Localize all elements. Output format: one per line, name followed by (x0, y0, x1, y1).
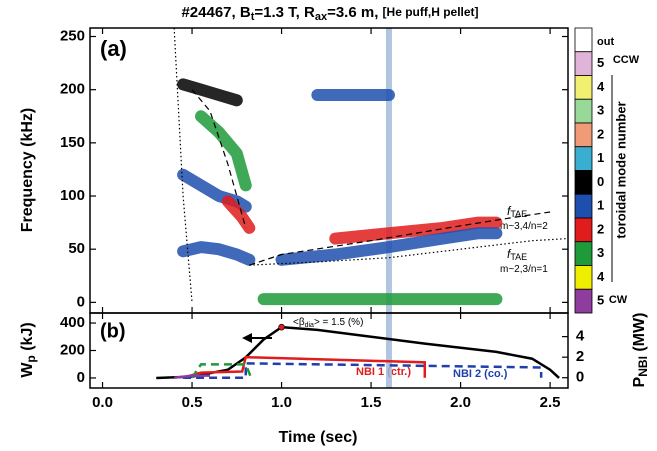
y-tick-label: 150 (60, 134, 85, 151)
frequency-curve (249, 211, 551, 266)
y-tick-label: 250 (60, 27, 85, 44)
colorbar-label: 1 (597, 150, 604, 165)
colorbar-cell (574, 98, 593, 124)
colorbar-cell (574, 288, 593, 314)
y2-axis-label: PNBI (MW) (631, 313, 650, 388)
mode-band (177, 241, 256, 266)
y-axis-label: Frequency (kHz) (19, 108, 36, 232)
trace (156, 325, 560, 380)
mode-band (177, 78, 243, 107)
mode-band (177, 168, 252, 213)
colorbar-cell (574, 122, 593, 148)
colorbar-cell (574, 241, 593, 266)
frequency-curve (191, 89, 247, 229)
trace (183, 362, 543, 379)
colorbar-label: out (597, 36, 614, 48)
y-tick-label: 200 (60, 81, 85, 98)
colorbar-label: 1 (597, 198, 604, 213)
x-tick-label: 1.5 (361, 394, 382, 411)
colorbar-label: 3 (597, 245, 604, 260)
mode-band (329, 216, 503, 245)
colorbar-cell (574, 193, 593, 219)
colorbar-cell (574, 75, 593, 100)
chart-title: #24467, Bt=1.3 T, Rax=3.6 m, [He puff,H … (181, 4, 478, 23)
colorbar-cell (574, 265, 593, 290)
annotation: fTAE m~2,3/n=1 (500, 247, 548, 274)
colorbar-label: 0 (597, 174, 604, 189)
annotation: <βdia> = 1.5 (%) (293, 317, 363, 329)
mode-band (221, 195, 256, 234)
y2-tick-label: 0 (576, 369, 584, 386)
colorbar-label: 5 (597, 55, 604, 70)
mode-band (194, 110, 252, 192)
beta-point (278, 323, 285, 331)
y-tick-label: 50 (68, 240, 85, 257)
colorbar-top-label: CCW (613, 54, 640, 66)
plot-frame (89, 27, 569, 314)
time-marker (385, 28, 392, 388)
y2-tick-label: 4 (576, 328, 585, 345)
annotation: NBI 2 (co.) (453, 368, 508, 380)
y-tick-label: 0 (77, 293, 85, 310)
x-tick-label: 0.5 (182, 394, 203, 411)
colorbar-label: 5 (597, 293, 604, 308)
colorbar-cell (574, 146, 593, 171)
y-tick-label: 100 (60, 187, 85, 204)
y-tick-label: 0 (77, 369, 85, 386)
y-tick-label: 200 (60, 341, 85, 358)
colorbar-bottom-label: CW (609, 294, 628, 306)
colorbar-cell (574, 170, 593, 195)
trace (191, 363, 253, 379)
x-axis-label: Time (sec) (279, 429, 358, 446)
x-tick-label: 0.0 (92, 394, 113, 411)
colorbar-label: 4 (597, 269, 605, 284)
annotation: NBI 1 (ctr.) (356, 366, 411, 378)
colorbar-label: 4 (597, 79, 605, 94)
x-tick-label: 1.0 (271, 394, 292, 411)
x-tick-label: 2.0 (450, 394, 471, 411)
annotation: fTAE m~3,4/n=2 (500, 204, 548, 231)
trace (173, 374, 210, 379)
colorbar-label: 2 (597, 221, 604, 236)
y-axis-label-b: Wp (kJ) (19, 322, 38, 377)
mode-band (275, 227, 503, 266)
colorbar-label: 3 (597, 103, 604, 118)
colorbar-cell (574, 51, 593, 76)
frequency-curve (173, 27, 193, 303)
colorbar-cell (574, 27, 593, 53)
colorbar-cell (574, 217, 593, 243)
x-tick-label: 2.5 (540, 394, 561, 411)
frequency-curve (249, 237, 569, 266)
panel-label: (a) (100, 36, 127, 61)
panel-label: (b) (100, 320, 126, 342)
y2-tick-label: 2 (576, 348, 584, 365)
y-tick-label: 400 (60, 314, 85, 331)
colorbar-label: 2 (597, 126, 604, 141)
colorbar-title: toroidal mode number (613, 101, 628, 238)
